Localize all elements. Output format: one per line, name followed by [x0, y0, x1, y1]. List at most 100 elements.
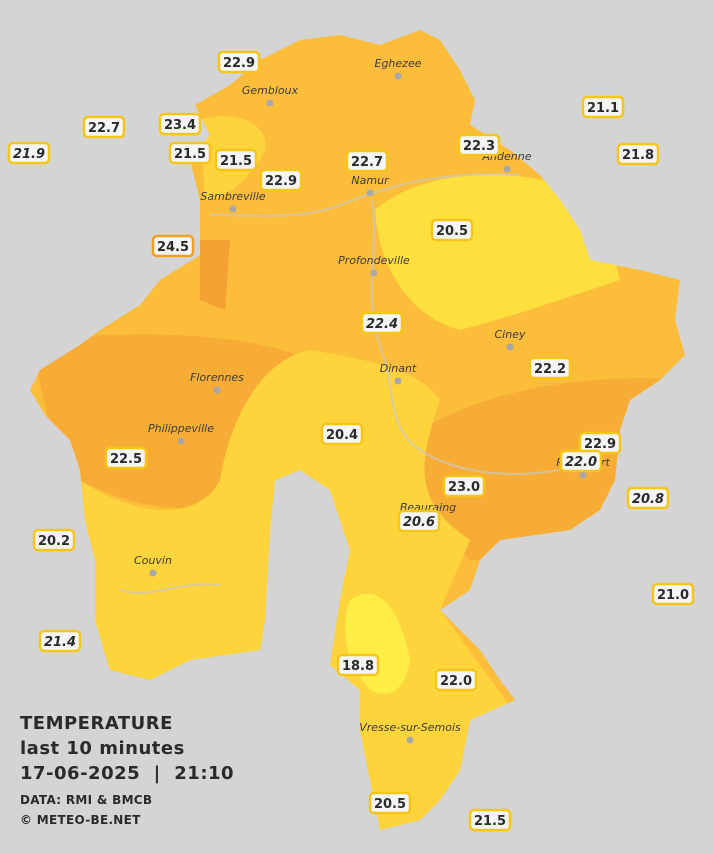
- station-box: [368, 791, 412, 815]
- station: 22.9: [217, 50, 261, 74]
- station-value: 22.7: [351, 155, 383, 170]
- city-dot: [149, 569, 157, 577]
- station-value: 21.0: [657, 588, 689, 603]
- station-value: 21.4: [44, 635, 76, 650]
- station-value: 20.5: [436, 224, 468, 239]
- station: 22.7: [345, 149, 389, 173]
- city-label: Ciney: [495, 328, 526, 341]
- city-dot: [394, 377, 402, 385]
- station-box: [616, 142, 660, 166]
- city-label: Namur: [351, 174, 390, 187]
- station: 21.4: [38, 629, 82, 653]
- station-value: 24.5: [157, 240, 189, 255]
- station-box: [214, 148, 258, 172]
- station-box: [442, 474, 486, 498]
- station: 22.9: [259, 168, 303, 192]
- station: 22.3: [457, 133, 501, 157]
- station-box: [626, 486, 670, 510]
- station-value: 20.5: [374, 797, 406, 812]
- city-label: Florennes: [190, 371, 244, 384]
- city-label: Profondeville: [338, 254, 410, 267]
- station-box: [7, 141, 51, 165]
- timestamp: 17-06-2025 | 21:10: [20, 763, 235, 784]
- station-box: [259, 168, 303, 192]
- station-box: [82, 115, 126, 139]
- station-box: [360, 311, 404, 335]
- station-value: 22.3: [463, 139, 495, 154]
- station-value: 21.9: [13, 147, 45, 162]
- city-label: Gembloux: [242, 84, 299, 97]
- station: 20.2: [32, 528, 76, 552]
- station-value: 21.5: [474, 814, 506, 829]
- city-dot: [213, 386, 221, 394]
- credit: DATA: RMI & BMCB: [20, 793, 153, 807]
- city-dot: [579, 471, 587, 479]
- station-value: 21.5: [174, 147, 206, 162]
- station-value: 20.8: [632, 492, 664, 507]
- station-value: 22.4: [366, 317, 398, 332]
- station-box: [397, 509, 441, 533]
- city-dot: [177, 437, 185, 445]
- city-dot: [394, 72, 402, 80]
- station: 21.9: [7, 141, 51, 165]
- station-box: [434, 668, 478, 692]
- station-value: 22.9: [584, 437, 616, 452]
- station: 22.4: [360, 311, 404, 335]
- station: 20.8: [626, 486, 670, 510]
- station-box: [468, 808, 512, 832]
- station-box: [457, 133, 501, 157]
- station-box: [320, 422, 364, 446]
- station: 22.0: [434, 668, 478, 692]
- station-box: [336, 653, 380, 677]
- station-box: [430, 218, 474, 242]
- station-value: 22.0: [565, 455, 597, 470]
- title: TEMPERATURE: [20, 713, 173, 734]
- station: 20.5: [430, 218, 474, 242]
- station-box: [559, 449, 603, 473]
- city-label: Vresse-sur-Semois: [359, 721, 461, 734]
- city-label: Sambreville: [200, 190, 265, 203]
- station-value: 22.5: [110, 452, 142, 467]
- station: 21.8: [616, 142, 660, 166]
- station-box: [581, 95, 625, 119]
- station: 18.8: [336, 653, 380, 677]
- city-dot: [266, 99, 274, 107]
- station: 20.4: [320, 422, 364, 446]
- station-box: [151, 234, 195, 258]
- station-value: 20.2: [38, 534, 70, 549]
- station-box: [168, 141, 212, 165]
- station: 21.5: [468, 808, 512, 832]
- station: 21.5: [168, 141, 212, 165]
- station-box: [528, 356, 572, 380]
- station: 23.4: [158, 112, 202, 136]
- station-box: [32, 528, 76, 552]
- station-box: [38, 629, 82, 653]
- station-value: 18.8: [342, 659, 374, 674]
- station: 20.5: [368, 791, 412, 815]
- station-value: 21.8: [622, 148, 654, 163]
- station: 22.5: [104, 446, 148, 470]
- station-value: 22.2: [534, 362, 566, 377]
- city-dot: [366, 189, 374, 197]
- city-dot: [506, 343, 514, 351]
- station: 23.0: [442, 474, 486, 498]
- station: 21.0: [651, 582, 695, 606]
- station: 22.7: [82, 115, 126, 139]
- city-dot: [406, 736, 414, 744]
- city-label: Couvin: [134, 554, 172, 567]
- station-value: 22.0: [440, 674, 472, 689]
- subtitle: last 10 minutes: [20, 738, 185, 759]
- station-value: 22.9: [223, 56, 255, 71]
- legend: TEMPERATURE last 10 minutes 17-06-2025 |…: [20, 711, 234, 830]
- credit: © METEO-BE.NET: [20, 813, 141, 827]
- city-label: Eghezee: [375, 57, 422, 70]
- station-value: 20.4: [326, 428, 358, 443]
- station: 22.9: [578, 431, 622, 455]
- station: 22.0: [559, 449, 603, 473]
- station-value: 22.7: [88, 121, 120, 136]
- station: 21.1: [581, 95, 625, 119]
- city-dot: [503, 165, 511, 173]
- station-box: [345, 149, 389, 173]
